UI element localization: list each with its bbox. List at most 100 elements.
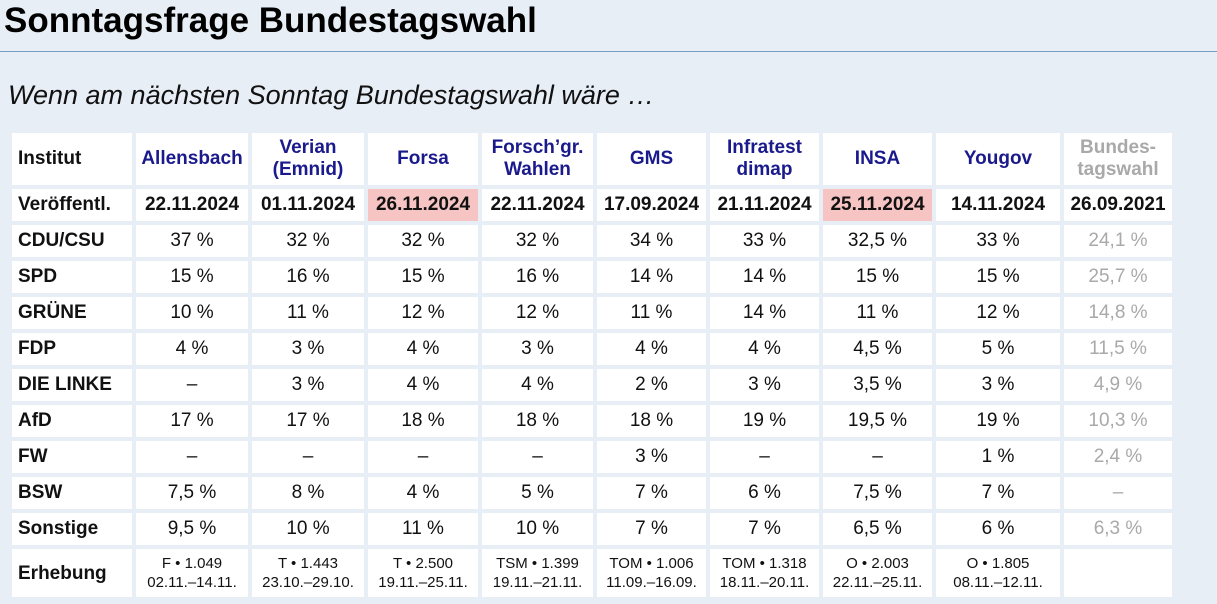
poll-value-cell: 7,5 %: [823, 477, 932, 509]
poll-value-cell: 7 %: [597, 477, 706, 509]
poll-value-cell: 15 %: [936, 261, 1060, 293]
header-label: Institut: [12, 133, 132, 185]
survey-period: 11.09.–16.09.: [606, 574, 697, 591]
election-result-cell: 2,4 %: [1064, 441, 1172, 473]
poll-table-body: Institut Allensbach Verian (Emnid) Forsa For…: [12, 133, 1172, 597]
election-result-cell: 4,9 %: [1064, 369, 1172, 401]
header-row: Institut Allensbach Verian (Emnid) Forsa For…: [12, 133, 1172, 185]
poll-value-cell: 4 %: [597, 333, 706, 365]
institute-name-line1: Verian: [279, 137, 337, 158]
party-row: SPD 15 % 16 % 15 % 16 % 14 % 14 % 15 % 15 % 25,7 …: [12, 261, 1172, 293]
poll-value-cell: 15 %: [136, 261, 248, 293]
poll-value-cell: 6 %: [936, 513, 1060, 545]
poll-value-cell: 3 %: [252, 333, 364, 365]
poll-value-cell: 14 %: [710, 297, 819, 329]
poll-value-cell: 2 %: [597, 369, 706, 401]
poll-value-cell: 11 %: [823, 297, 932, 329]
poll-value-cell: 4 %: [482, 369, 593, 401]
survey-period: 23.10.–29.10.: [262, 574, 354, 591]
poll-value-cell: 32,5 %: [823, 225, 932, 257]
publication-date: 25.11.2024: [823, 189, 932, 221]
poll-value-cell: 10 %: [136, 297, 248, 329]
survey-period: 08.11.–12.11.: [953, 574, 1043, 591]
publication-date: 22.11.2024: [136, 189, 248, 221]
institute-header[interactable]: Verian (Emnid): [252, 133, 364, 185]
poll-value-cell: 12 %: [936, 297, 1060, 329]
poll-value-cell: 32 %: [252, 225, 364, 257]
poll-value-cell: 4 %: [368, 477, 478, 509]
survey-method-size: TSM • 1.399: [496, 555, 579, 572]
poll-value-cell: 7,5 %: [136, 477, 248, 509]
election-result-cell: 11,5 %: [1064, 333, 1172, 365]
poll-value-cell: –: [252, 441, 364, 473]
institute-header: Bundes-tagswahl: [1064, 133, 1172, 185]
party-row: AfD 17 % 17 % 18 % 18 % 18 % 19 % 19,5 % 19 % 10,…: [12, 405, 1172, 437]
poll-value-cell: 33 %: [936, 225, 1060, 257]
survey-info: O • 2.003 22.11.–25.11.: [823, 549, 932, 597]
survey-info: TOM • 1.006 11.09.–16.09.: [597, 549, 706, 597]
poll-value-cell: –: [368, 441, 478, 473]
publication-date: 26.09.2021: [1064, 189, 1172, 221]
election-result-cell: 6,3 %: [1064, 513, 1172, 545]
poll-value-cell: 19,5 %: [823, 405, 932, 437]
institute-header[interactable]: Allensbach: [136, 133, 248, 185]
page-title: Sonntagsfrage Bundestagswahl: [4, 1, 537, 40]
party-row: FDP 4 % 3 % 4 % 3 % 4 % 4 % 4,5 % 5 % 11,5 %: [12, 333, 1172, 365]
survey-method-size: T • 2.500: [392, 555, 453, 572]
survey-method-size: TOM • 1.006: [609, 555, 694, 572]
institute-name-line1: Infratest: [727, 137, 802, 158]
party-name: FDP: [12, 333, 132, 365]
institute-header[interactable]: Yougov: [936, 133, 1060, 185]
institute-header[interactable]: Infratest dimap: [710, 133, 819, 185]
poll-value-cell: 15 %: [823, 261, 932, 293]
poll-value-cell: 8 %: [252, 477, 364, 509]
survey-row: Erhebung F • 1.049 02.11.–14.11. T • 1.443 2…: [12, 549, 1172, 597]
publication-date: 14.11.2024: [936, 189, 1060, 221]
poll-value-cell: 11 %: [252, 297, 364, 329]
institute-name-line1: Yougov: [963, 148, 1033, 169]
party-name: AfD: [12, 405, 132, 437]
publication-date: 26.11.2024: [368, 189, 478, 221]
poll-value-cell: 6 %: [710, 477, 819, 509]
poll-value-cell: 12 %: [368, 297, 478, 329]
institute-header[interactable]: Forsch’gr. Wahlen: [482, 133, 593, 185]
survey-info: TOM • 1.318 18.11.–20.11.: [710, 549, 819, 597]
institute-name-line2: dimap: [736, 159, 793, 180]
institute-header[interactable]: GMS: [597, 133, 706, 185]
party-row: GRÜNE 10 % 11 % 12 % 12 % 11 % 14 % 11 % 12 % 14,…: [12, 297, 1172, 329]
publication-date: 01.11.2024: [252, 189, 364, 221]
institute-name-line2: (Emnid): [272, 159, 344, 180]
party-row: DIE LINKE –3 % 4 % 4 % 2 % 3 % 3,5 % 3 % 4,9 %: [12, 369, 1172, 401]
institute-header[interactable]: INSA: [823, 133, 932, 185]
poll-value-cell: 34 %: [597, 225, 706, 257]
title-divider: [0, 51, 1217, 52]
poll-value-cell: –: [136, 441, 248, 473]
poll-value-cell: 4 %: [710, 333, 819, 365]
poll-value-cell: 10 %: [252, 513, 364, 545]
poll-value-cell: 3 %: [710, 369, 819, 401]
poll-value-cell: 16 %: [252, 261, 364, 293]
poll-value-cell: 7 %: [710, 513, 819, 545]
party-name: SPD: [12, 261, 132, 293]
poll-value-cell: 3 %: [936, 369, 1060, 401]
poll-value-cell: 4,5 %: [823, 333, 932, 365]
survey-info: T • 2.500 19.11.–25.11.: [368, 549, 478, 597]
publication-date: 21.11.2024: [710, 189, 819, 221]
survey-period: 18.11.–20.11.: [719, 574, 810, 591]
poll-value-cell: 7 %: [597, 513, 706, 545]
party-name: CDU/CSU: [12, 225, 132, 257]
poll-value-cell: 19 %: [710, 405, 819, 437]
institute-header[interactable]: Forsa: [368, 133, 478, 185]
poll-value-cell: –: [710, 441, 819, 473]
poll-value-cell: 18 %: [597, 405, 706, 437]
poll-value-cell: 5 %: [482, 477, 593, 509]
survey-info: T • 1.443 23.10.–29.10.: [252, 549, 364, 597]
poll-value-cell: 10 %: [482, 513, 593, 545]
institute-name-line1: GMS: [629, 148, 674, 169]
poll-value-cell: 5 %: [936, 333, 1060, 365]
poll-value-cell: 17 %: [136, 405, 248, 437]
survey-info: [1064, 549, 1172, 597]
institute-name-line1: Forsch’gr.: [491, 137, 584, 158]
survey-method-size: O • 1.805: [966, 555, 1030, 572]
